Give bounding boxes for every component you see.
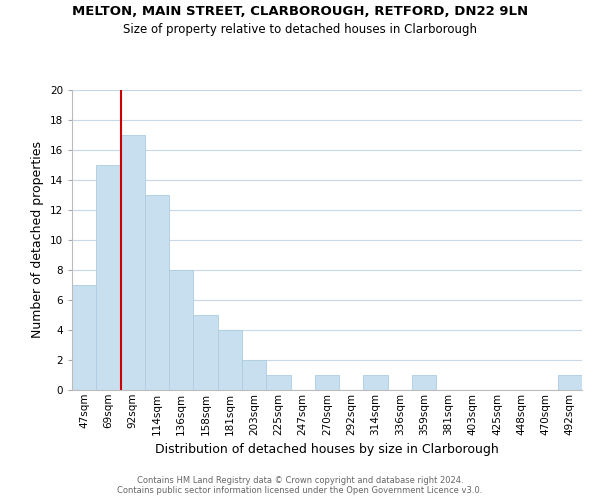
Bar — [145, 195, 169, 390]
Bar — [96, 165, 121, 390]
Text: Size of property relative to detached houses in Clarborough: Size of property relative to detached ho… — [123, 22, 477, 36]
Bar — [218, 330, 242, 390]
Text: MELTON, MAIN STREET, CLARBOROUGH, RETFORD, DN22 9LN: MELTON, MAIN STREET, CLARBOROUGH, RETFOR… — [72, 5, 528, 18]
Bar — [72, 285, 96, 390]
Bar — [193, 315, 218, 390]
Bar — [242, 360, 266, 390]
Bar — [315, 375, 339, 390]
X-axis label: Distribution of detached houses by size in Clarborough: Distribution of detached houses by size … — [155, 443, 499, 456]
Text: MELTON MAIN STREET: 84sqm
  ← 19% of detached houses are smaller (14)
  81% of s: MELTON MAIN STREET: 84sqm ← 19% of detac… — [0, 499, 1, 500]
Bar — [412, 375, 436, 390]
Y-axis label: Number of detached properties: Number of detached properties — [31, 142, 44, 338]
Bar — [121, 135, 145, 390]
Bar — [364, 375, 388, 390]
Bar — [169, 270, 193, 390]
Bar — [266, 375, 290, 390]
Text: Contains HM Land Registry data © Crown copyright and database right 2024.
Contai: Contains HM Land Registry data © Crown c… — [118, 476, 482, 495]
Bar — [558, 375, 582, 390]
